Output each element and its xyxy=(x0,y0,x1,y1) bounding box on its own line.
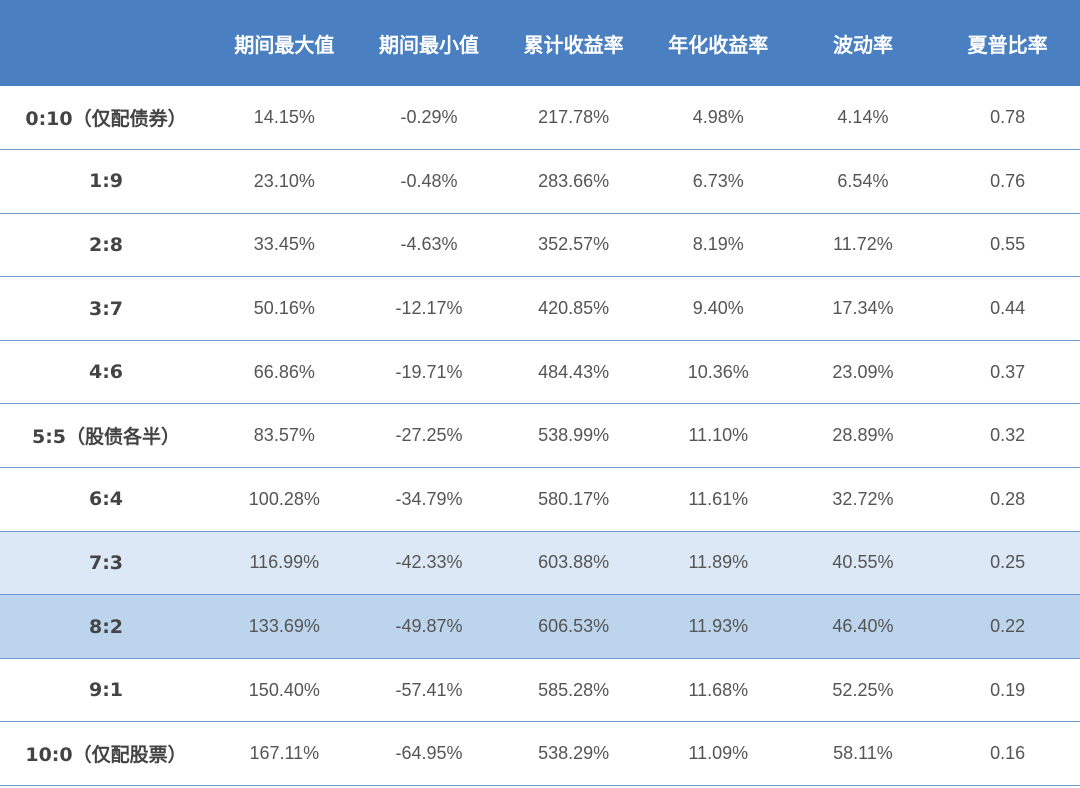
cell-sharpe-ratio: 0.22 xyxy=(990,616,1026,637)
cell-volatility: 58.11% xyxy=(833,743,893,764)
row-label-ratio: 9:1 xyxy=(88,679,124,702)
cell-cumulative-return: 538.99% xyxy=(538,425,610,446)
cell-volatility: 28.89% xyxy=(832,425,894,446)
header-row: 期间最大值 期间最小值 累计收益率 年化收益率 波动率 夏普比率 xyxy=(0,0,1080,86)
cell-period-max: 83.57% xyxy=(253,425,315,446)
cell-volatility: 17.34% xyxy=(832,298,894,319)
cell-cumulative-return: 603.88% xyxy=(538,552,610,573)
table-row: 9:1 150.40% -57.41% 585.28% 11.68% 52.25% 0.19 xyxy=(0,658,1080,722)
header-cell-period-max: 期间最大值 xyxy=(234,32,335,57)
cell-period-max: 100.28% xyxy=(248,488,320,509)
row-label-ratio: 2:8 xyxy=(88,233,124,256)
table-row: 3:7 50.16% -12.17% 420.85% 9.40% 17.34% 0.44 xyxy=(0,277,1080,341)
table-row: 6:4 100.28% -34.79% 580.17% 11.61% 32.72% 0.28 xyxy=(0,468,1080,532)
cell-annualized-return: 9.40% xyxy=(692,298,744,319)
cell-annualized-return: 11.10% xyxy=(688,425,749,446)
table-row: 2:8 33.45% -4.63% 352.57% 8.19% 11.72% 0.55 xyxy=(0,213,1080,277)
cell-annualized-return: 11.93% xyxy=(688,616,749,637)
cell-volatility: 6.54% xyxy=(837,170,889,191)
cell-period-min: -42.33% xyxy=(395,552,463,573)
cell-volatility: 11.72% xyxy=(833,234,893,255)
cell-period-max: 133.69% xyxy=(248,616,320,637)
cell-cumulative-return: 538.29% xyxy=(538,743,610,764)
cell-cumulative-return: 420.85% xyxy=(538,298,610,319)
cell-volatility: 4.14% xyxy=(837,107,889,128)
cell-cumulative-return: 352.57% xyxy=(538,234,610,255)
row-label-ratio: 10:0（仅配股票） xyxy=(25,744,187,767)
row-label-ratio: 4:6 xyxy=(88,361,124,384)
row-label-ratio: 1:9 xyxy=(88,170,124,193)
header-cell-cumulative-return: 累计收益率 xyxy=(523,32,624,57)
table-row: 8:2 133.69% -49.87% 606.53% 11.93% 46.40% 0.22 xyxy=(0,594,1080,659)
cell-annualized-return: 11.68% xyxy=(688,679,749,700)
cell-period-max: 23.10% xyxy=(253,170,315,191)
row-label-ratio: 3:7 xyxy=(88,297,124,320)
cell-cumulative-return: 217.78% xyxy=(538,107,610,128)
cell-cumulative-return: 580.17% xyxy=(538,488,610,509)
cell-sharpe-ratio: 0.28 xyxy=(990,488,1026,509)
cell-period-max: 150.40% xyxy=(248,679,320,700)
cell-period-min: -0.48% xyxy=(400,170,458,191)
cell-annualized-return: 6.73% xyxy=(692,170,744,191)
table-row: 5:5（股债各半） 83.57% -27.25% 538.99% 11.10% 28.89… xyxy=(0,404,1080,468)
cell-period-min: -0.29% xyxy=(400,107,458,128)
cell-period-min: -57.41% xyxy=(395,679,463,700)
cell-annualized-return: 10.36% xyxy=(687,361,749,382)
cell-sharpe-ratio: 0.76 xyxy=(990,170,1026,191)
header-cell-annualized-return: 年化收益率 xyxy=(668,32,769,57)
header-cell-ratio xyxy=(0,0,212,86)
header-cell-volatility: 波动率 xyxy=(832,32,893,57)
table-header: 期间最大值 期间最小值 累计收益率 年化收益率 波动率 夏普比率 xyxy=(0,0,1080,86)
cell-period-min: -4.63% xyxy=(400,234,458,255)
cell-volatility: 40.55% xyxy=(832,552,894,573)
row-label-ratio: 0:10（仅配债券） xyxy=(25,108,187,131)
cell-period-min: -34.79% xyxy=(395,488,463,509)
cell-annualized-return: 4.98% xyxy=(692,107,744,128)
cell-period-max: 33.45% xyxy=(253,234,315,255)
cell-sharpe-ratio: 0.25 xyxy=(990,552,1026,573)
row-label-ratio: 5:5（股债各半） xyxy=(31,426,181,449)
cell-sharpe-ratio: 0.37 xyxy=(990,361,1026,382)
cell-annualized-return: 11.61% xyxy=(688,488,749,509)
cell-sharpe-ratio: 0.19 xyxy=(990,679,1026,700)
row-label-ratio: 7:3 xyxy=(88,551,124,574)
table-row: 10:0（仅配股票） 167.11% -64.95% 538.29% 11.09% 58.… xyxy=(0,722,1080,786)
table-row: 0:10（仅配债券） 14.15% -0.29% 217.78% 4.98% 4.14% 0… xyxy=(0,86,1080,150)
table-body: 0:10（仅配债券） 14.15% -0.29% 217.78% 4.98% 4.14% 0… xyxy=(0,86,1080,786)
cell-period-max: 14.15% xyxy=(253,107,315,128)
cell-period-max: 116.99% xyxy=(249,552,320,573)
cell-period-min: -64.95% xyxy=(395,743,463,764)
cell-sharpe-ratio: 0.55 xyxy=(990,234,1026,255)
table-row: 1:9 23.10% -0.48% 283.66% 6.73% 6.54% 0.76 xyxy=(0,150,1080,214)
cell-volatility: 52.25% xyxy=(832,679,894,700)
cell-sharpe-ratio: 0.16 xyxy=(990,743,1026,764)
header-cell-period-min: 期间最小值 xyxy=(378,32,479,57)
cell-period-min: -27.25% xyxy=(395,425,463,446)
cell-period-max: 66.86% xyxy=(253,361,315,382)
table-row: 4:6 66.86% -19.71% 484.43% 10.36% 23.09% 0.37 xyxy=(0,340,1080,404)
table-row: 7:3 116.99% -42.33% 603.88% 11.89% 40.55% 0.25 xyxy=(0,531,1080,595)
cell-period-min: -12.17% xyxy=(395,298,463,319)
row-label-ratio: 6:4 xyxy=(88,488,124,511)
cell-volatility: 23.09% xyxy=(832,361,894,382)
cell-cumulative-return: 484.43% xyxy=(538,361,610,382)
cell-sharpe-ratio: 0.44 xyxy=(990,298,1026,319)
cell-sharpe-ratio: 0.78 xyxy=(990,107,1026,128)
cell-volatility: 32.72% xyxy=(832,488,894,509)
cell-annualized-return: 8.19% xyxy=(692,234,744,255)
cell-sharpe-ratio: 0.32 xyxy=(990,425,1026,446)
cell-annualized-return: 11.09% xyxy=(688,743,749,764)
cell-volatility: 46.40% xyxy=(832,616,894,637)
row-label-ratio: 8:2 xyxy=(88,615,124,638)
cell-period-max: 50.16% xyxy=(253,298,315,319)
cell-cumulative-return: 585.28% xyxy=(538,679,610,700)
cell-cumulative-return: 606.53% xyxy=(538,616,610,637)
header-cell-sharpe-ratio: 夏普比率 xyxy=(967,32,1048,57)
cell-annualized-return: 11.89% xyxy=(688,552,749,573)
cell-period-min: -19.71% xyxy=(395,361,463,382)
cell-period-min: -49.87% xyxy=(395,616,463,637)
cell-cumulative-return: 283.66% xyxy=(538,170,610,191)
cell-period-max: 167.11% xyxy=(249,743,320,764)
